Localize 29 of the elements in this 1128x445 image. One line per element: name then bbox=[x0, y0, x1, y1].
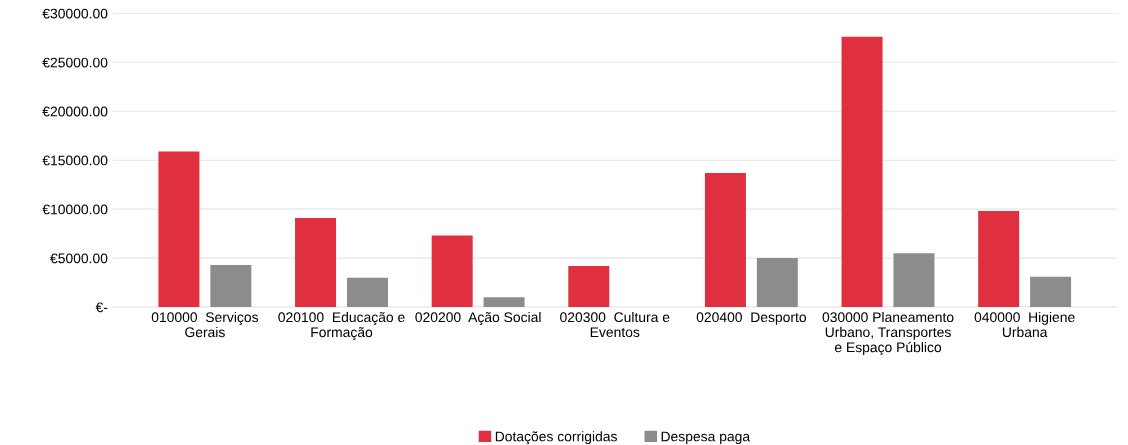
y-tick-label: €- bbox=[95, 302, 108, 313]
x-tick-label: 010000 Serviços Gerais bbox=[151, 311, 259, 338]
y-tick-label: €20000.00 bbox=[42, 106, 108, 117]
bar bbox=[431, 235, 473, 308]
y-tick-label: €15000.00 bbox=[42, 155, 108, 166]
x-tick-label: 020400 Desporto bbox=[696, 312, 807, 325]
bar bbox=[346, 277, 388, 308]
bar bbox=[483, 297, 525, 308]
x-tick-label: 020300 Cultura e Eventos bbox=[560, 311, 670, 338]
x-tick-label: 030000 Planeamento Urbano, Transportes e Espaço Público bbox=[822, 311, 954, 356]
bar bbox=[1030, 276, 1072, 308]
legend-label: Despesa paga bbox=[661, 431, 751, 445]
y-tick-label: €30000.00 bbox=[42, 8, 108, 19]
y-tick-label: €10000.00 bbox=[42, 204, 108, 215]
bar bbox=[210, 264, 252, 308]
y-tick-label: €5000.00 bbox=[50, 253, 108, 264]
x-tick-label: 020100 Educação e Formação bbox=[278, 311, 405, 340]
y-tick-label: €25000.00 bbox=[42, 57, 108, 68]
bar bbox=[841, 36, 883, 308]
x-tick-label: 020200 Ação Social bbox=[415, 311, 541, 325]
bar bbox=[756, 258, 798, 308]
x-tick-label: 040000 Higiene Urbana bbox=[974, 311, 1075, 338]
bar bbox=[568, 265, 610, 308]
bar bbox=[704, 172, 746, 308]
legend-label: Dotações corrigidas bbox=[495, 431, 617, 445]
bar bbox=[893, 253, 935, 308]
bar bbox=[295, 217, 337, 308]
bar bbox=[158, 151, 200, 308]
bar bbox=[978, 211, 1020, 308]
